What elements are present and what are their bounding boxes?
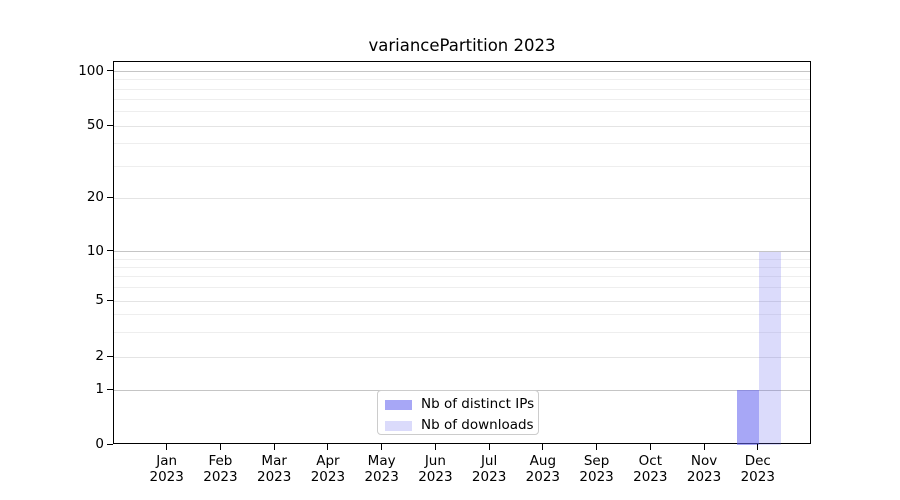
x-tick-label-year-jan: 2023 — [149, 469, 184, 485]
x-tick-label-month-jul: Jul — [480, 453, 498, 469]
gridline-y-10 — [114, 251, 810, 252]
y-tick-0 — [107, 443, 113, 445]
x-tick-jun — [434, 444, 436, 450]
gridline-y-20 — [114, 197, 810, 199]
x-tick-label-month-may: May — [367, 453, 396, 469]
gridline-y-2 — [114, 356, 810, 358]
x-tick-label-month-jan: Jan — [156, 453, 178, 469]
chart-title: variancePartition 2023 — [368, 36, 556, 55]
legend-swatch-distinct-ips — [385, 399, 412, 410]
x-tick-label-month-mar: Mar — [261, 453, 287, 469]
x-tick-label-year-may: 2023 — [364, 469, 399, 485]
bar-downloads-dec — [758, 251, 781, 445]
x-tick-label-year-apr: 2023 — [310, 469, 346, 485]
y-tick-100 — [107, 70, 113, 71]
x-tick-label-month-nov: Nov — [690, 453, 718, 469]
x-tick-label-month-dec: Dec — [744, 453, 771, 469]
gridline-minor-y-7 — [114, 276, 810, 278]
x-tick-label-sep: Sep 2023 — [565, 453, 629, 485]
gridline-minor-y-8 — [114, 266, 810, 268]
x-tick-jan — [166, 444, 168, 450]
gridline-y-5 — [114, 300, 810, 302]
x-tick-may — [381, 444, 383, 450]
x-tick-sep — [596, 444, 598, 450]
gridline-y-100 — [114, 71, 810, 72]
y-tick-label-2: 2 — [95, 348, 104, 364]
x-tick-label-jun: Jun 2023 — [403, 453, 467, 485]
y-tick-1 — [107, 388, 113, 390]
x-tick-label-apr: Apr 2023 — [296, 453, 360, 485]
x-tick-label-year-jul: 2023 — [471, 469, 507, 485]
x-tick-label-year-jun: 2023 — [418, 469, 453, 485]
x-tick-label-year-sep: 2023 — [579, 469, 614, 485]
y-tick-label-0: 0 — [95, 436, 104, 452]
x-tick-label-month-apr: Apr — [316, 453, 340, 469]
y-tick-label-5: 5 — [95, 292, 104, 308]
x-tick-feb — [219, 444, 221, 450]
x-tick-label-year-aug: 2023 — [525, 469, 561, 485]
gridline-minor-y-70 — [114, 99, 810, 101]
x-tick-label-month-aug: Aug — [529, 453, 557, 469]
x-tick-label-month-sep: Sep — [583, 453, 610, 469]
x-tick-label-nov: Nov 2023 — [672, 453, 736, 485]
legend-label-distinct-ips: Nb of distinct IPs — [421, 396, 535, 412]
x-tick-label-year-mar: 2023 — [256, 469, 292, 485]
bar-distinct-ips-dec — [736, 390, 759, 445]
plot-area — [113, 61, 811, 445]
y-tick-label-10: 10 — [86, 242, 104, 259]
legend-row-downloads: Nb of downloads — [378, 415, 538, 436]
gridline-y-50 — [114, 125, 810, 127]
legend-row-distinct-ips: Nb of distinct IPs — [378, 394, 538, 415]
y-tick-20 — [107, 196, 113, 198]
gridline-minor-y-9 — [114, 258, 810, 260]
x-tick-label-year-oct: 2023 — [633, 469, 668, 485]
gridline-minor-y-40 — [114, 143, 810, 145]
y-tick-50 — [107, 124, 113, 126]
x-tick-label-month-feb: Feb — [208, 453, 233, 469]
gridline-minor-y-30 — [114, 165, 810, 167]
gridline-minor-y-90 — [114, 79, 810, 81]
x-tick-label-feb: Feb 2023 — [188, 453, 252, 485]
x-tick-label-year-dec: 2023 — [740, 469, 775, 485]
x-tick-label-month-oct: Oct — [638, 453, 662, 469]
y-tick-label-20: 20 — [86, 189, 104, 205]
x-tick-jul — [488, 444, 490, 450]
x-tick-label-oct: Oct 2023 — [618, 453, 682, 485]
x-tick-aug — [542, 444, 544, 450]
x-tick-label-jul: Jul 2023 — [457, 453, 521, 485]
x-tick-label-month-jun: Jun — [424, 453, 446, 469]
legend-label-downloads: Nb of downloads — [421, 417, 534, 433]
gridline-minor-y-4 — [114, 314, 810, 316]
y-tick-label-1: 1 — [95, 381, 104, 397]
gridline-minor-y-6 — [114, 287, 810, 289]
x-tick-oct — [649, 444, 651, 450]
x-tick-label-may: May 2023 — [350, 453, 414, 485]
x-tick-mar — [273, 444, 275, 450]
y-tick-label-50: 50 — [86, 117, 104, 133]
gridline-minor-y-80 — [114, 88, 810, 90]
gridline-minor-y-60 — [114, 111, 810, 113]
y-tick-2 — [107, 355, 113, 357]
x-tick-nov — [703, 444, 705, 450]
legend: Nb of distinct IPs Nb of downloads — [377, 390, 539, 435]
x-tick-label-aug: Aug 2023 — [511, 453, 575, 485]
x-tick-label-dec: Dec 2023 — [726, 453, 790, 485]
x-tick-label-year-nov: 2023 — [686, 469, 722, 485]
x-tick-label-mar: Mar 2023 — [242, 453, 306, 485]
x-tick-apr — [327, 444, 329, 450]
legend-swatch-downloads — [385, 420, 412, 431]
y-tick-10 — [107, 250, 113, 251]
y-tick-label-100: 100 — [78, 62, 104, 79]
gridline-minor-y-3 — [114, 331, 810, 333]
x-tick-label-year-feb: 2023 — [203, 469, 238, 485]
x-tick-dec — [757, 444, 759, 450]
y-tick-5 — [107, 299, 113, 301]
x-tick-label-jan: Jan 2023 — [135, 453, 199, 485]
